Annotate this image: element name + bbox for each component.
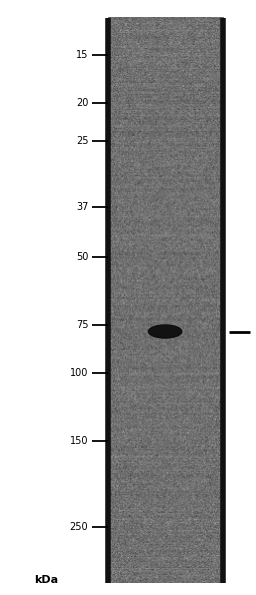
Text: 37: 37 (76, 202, 88, 212)
Text: 50: 50 (76, 252, 88, 262)
Ellipse shape (148, 325, 182, 338)
Text: 250: 250 (70, 522, 88, 532)
Text: 150: 150 (70, 436, 88, 446)
Text: kDa: kDa (34, 575, 58, 585)
Text: 100: 100 (70, 368, 88, 378)
Text: 20: 20 (76, 98, 88, 108)
Text: 75: 75 (76, 320, 88, 330)
Text: 15: 15 (76, 50, 88, 60)
Text: 25: 25 (76, 136, 88, 146)
